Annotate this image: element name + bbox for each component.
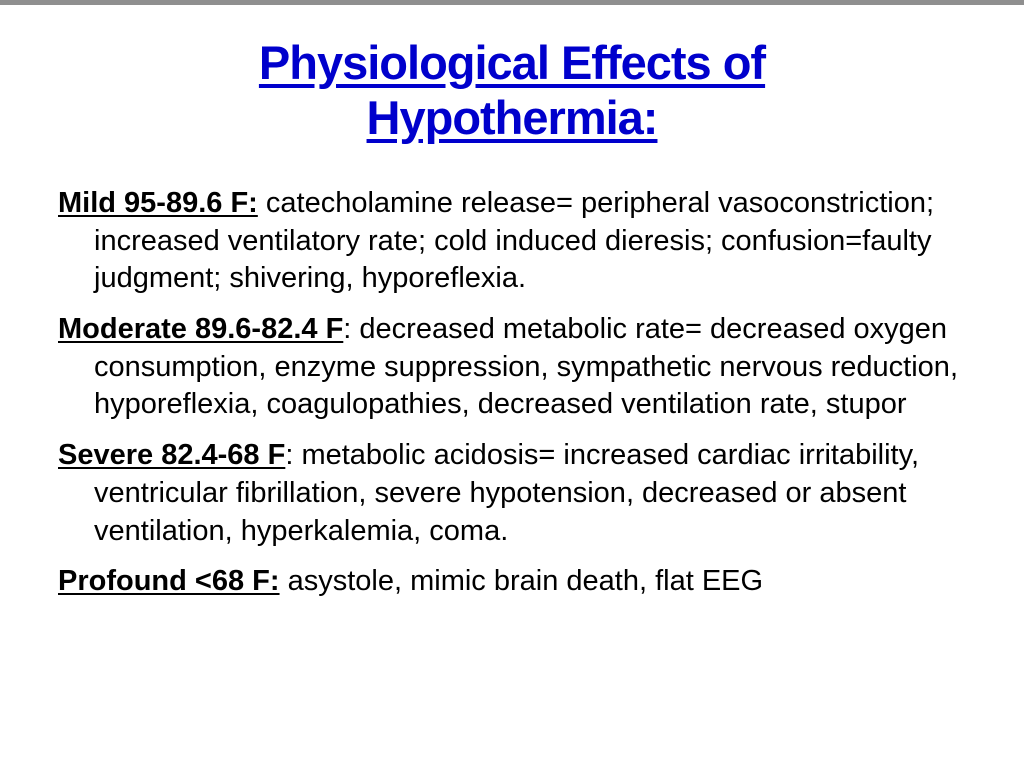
slide-top-border bbox=[0, 0, 1024, 5]
bullet-severe-lead: Severe 82.4-68 F bbox=[58, 439, 286, 472]
bullet-moderate-lead: Moderate 89.6-82.4 F bbox=[58, 313, 344, 346]
slide-title-line2: Hypothermia: bbox=[366, 90, 659, 144]
bullet-severe-text: : metabolic acidosis= increased cardiac … bbox=[94, 439, 920, 547]
slide-title: Physiological Effects of Hypothermia: bbox=[60, 36, 964, 145]
bullet-severe: Severe 82.4-68 F: metabolic acidosis= in… bbox=[58, 437, 974, 550]
bullet-profound-text: asystole, mimic brain death, flat EEG bbox=[279, 565, 764, 598]
slide-body: Mild 95-89.6 F: catecholamine release= p… bbox=[58, 185, 974, 601]
bullet-moderate: Moderate 89.6-82.4 F: decreased metaboli… bbox=[58, 311, 974, 424]
slide-title-line1: Physiological Effects of bbox=[258, 36, 766, 89]
bullet-profound: Profound <68 F: asystole, mimic brain de… bbox=[58, 563, 974, 601]
bullet-mild-text: catecholamine release= peripheral vasoco… bbox=[94, 187, 935, 295]
bullet-mild-lead: Mild 95-89.6 F: bbox=[58, 187, 258, 220]
bullet-mild: Mild 95-89.6 F: catecholamine release= p… bbox=[58, 185, 974, 298]
bullet-moderate-text: : decreased metabolic rate= decreased ox… bbox=[94, 313, 958, 421]
bullet-profound-lead: Profound <68 F: bbox=[58, 565, 280, 598]
